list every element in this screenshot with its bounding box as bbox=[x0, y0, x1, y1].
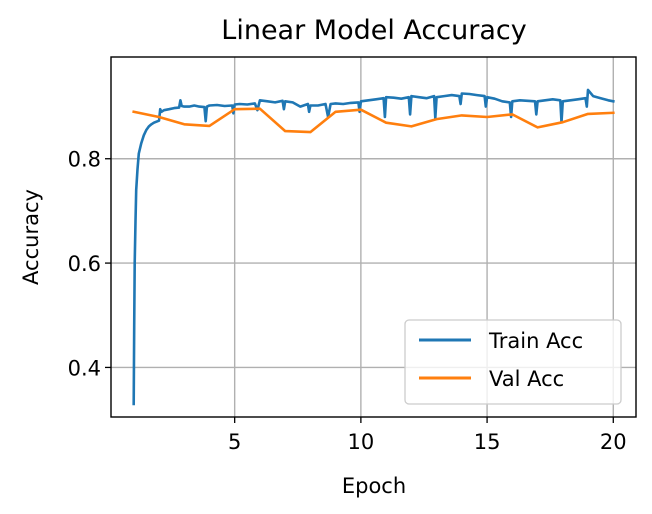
plot-area bbox=[132, 88, 615, 406]
x-tick-label: 10 bbox=[348, 430, 375, 454]
y-tick-label: 0.6 bbox=[68, 252, 101, 276]
y-tick-label: 0.4 bbox=[68, 356, 101, 380]
val-acc-line bbox=[132, 107, 615, 134]
legend-label-val: Val Acc bbox=[489, 367, 564, 391]
chart-title: Linear Model Accuracy bbox=[221, 15, 526, 46]
x-tick-label: 5 bbox=[228, 430, 241, 454]
axes-ticks: 5 10 15 20 0.4 0.6 0.8 bbox=[68, 148, 627, 454]
x-axis-label: Epoch bbox=[342, 474, 406, 498]
legend-label-train: Train Acc bbox=[488, 329, 583, 353]
plot-frame bbox=[110, 56, 637, 418]
legend: Train Acc Val Acc bbox=[404, 319, 622, 405]
y-axis-label: Accuracy bbox=[19, 189, 43, 285]
x-tick-label: 20 bbox=[600, 430, 627, 454]
y-tick-label: 0.8 bbox=[68, 148, 101, 172]
train-acc-line bbox=[132, 88, 615, 406]
x-tick-label: 15 bbox=[474, 430, 501, 454]
